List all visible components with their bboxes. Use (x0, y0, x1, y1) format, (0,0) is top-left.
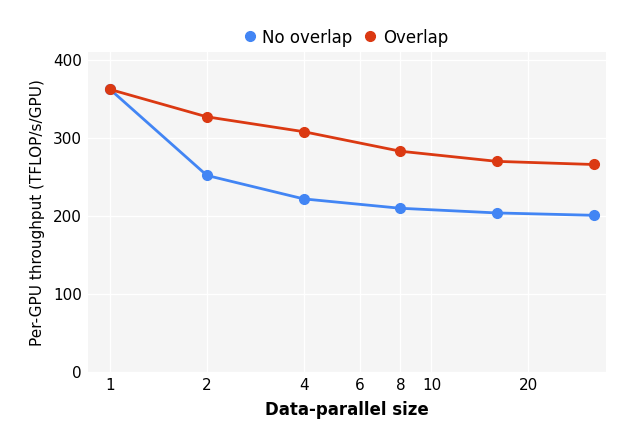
Line: No overlap: No overlap (106, 84, 599, 220)
No overlap (203, 173, 211, 178)
Overlap (300, 129, 308, 134)
Overlap (203, 114, 211, 120)
No overlap (397, 206, 404, 211)
Y-axis label: Per-GPU throughput (TFLOP/s/GPU): Per-GPU throughput (TFLOP/s/GPU) (29, 79, 44, 346)
Legend: No overlap, Overlap: No overlap, Overlap (239, 22, 454, 53)
Overlap (397, 149, 404, 154)
Line: Overlap: Overlap (106, 84, 599, 169)
No overlap (590, 213, 598, 218)
No overlap (493, 210, 501, 216)
No overlap (106, 87, 114, 92)
No overlap (300, 196, 308, 201)
Overlap (590, 162, 598, 167)
X-axis label: Data-parallel size: Data-parallel size (265, 401, 429, 419)
Overlap (493, 159, 501, 164)
Overlap (106, 87, 114, 92)
